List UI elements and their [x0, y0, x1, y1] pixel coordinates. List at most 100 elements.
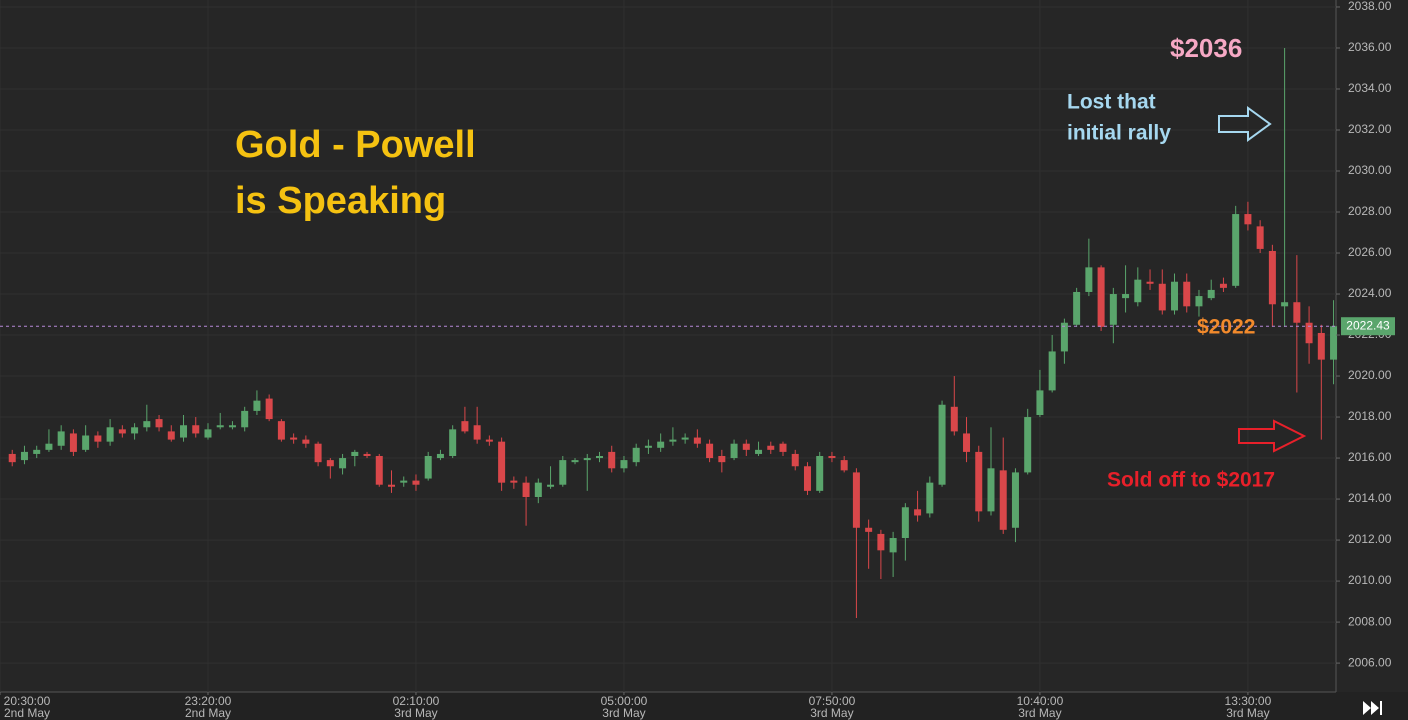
candle-body [82, 435, 90, 450]
candle-body [938, 404, 946, 485]
candle-body [485, 439, 493, 442]
candle-body [510, 480, 518, 483]
candle-body [8, 453, 16, 463]
candle-body [840, 460, 848, 471]
x-tick-date: 3rd May [394, 706, 437, 720]
annotation: Gold - Powell [235, 124, 476, 166]
candle-body [1281, 302, 1289, 307]
candle-body [1109, 294, 1117, 325]
candle-body [326, 460, 334, 467]
candle-body [216, 425, 224, 428]
candle-body [363, 453, 371, 457]
candle-body [865, 527, 873, 532]
candle-body [461, 421, 469, 432]
candle-body [987, 468, 995, 512]
candle-body [1122, 294, 1130, 299]
candle-body [167, 431, 175, 440]
candle-body [950, 406, 958, 432]
arrow [1238, 419, 1307, 453]
candle-body [975, 451, 983, 512]
x-tick-label: 02:10:00 [393, 694, 440, 708]
candle-body [914, 509, 922, 516]
y-tick-label: 2012.00 [1348, 532, 1392, 546]
annotations: Gold - Powell is Speaking $2036 Lost that in… [0, 33, 1336, 492]
candle-body [412, 480, 420, 485]
candle-body [742, 443, 750, 450]
candle-body [632, 447, 640, 463]
x-tick-date: 3rd May [602, 706, 645, 720]
annotation: $2036 [1170, 33, 1242, 63]
candle-body [204, 429, 212, 438]
y-tick-label: 2014.00 [1348, 491, 1392, 505]
candle-body [926, 482, 934, 514]
candle-body [779, 443, 787, 452]
candle-body [277, 421, 285, 440]
candle-body [669, 439, 677, 442]
candle-body [1305, 322, 1313, 344]
candle-body [33, 449, 41, 454]
x-tick-label: 07:50:00 [809, 694, 856, 708]
candle-body [498, 441, 506, 483]
candle-body [94, 435, 102, 442]
candle-body [180, 425, 188, 438]
candle-body [1073, 291, 1081, 325]
candle-body [1036, 390, 1044, 415]
candle-body [803, 466, 811, 491]
y-tick-label: 2030.00 [1348, 163, 1392, 177]
candle-body [755, 449, 763, 454]
candle-body [1244, 214, 1252, 225]
candle-body [1060, 322, 1068, 352]
last-price-box [1341, 317, 1395, 336]
annotation: $2022 [1197, 316, 1255, 339]
candle-body [681, 437, 689, 440]
y-tick-label: 2028.00 [1348, 204, 1392, 218]
candle-body [1097, 267, 1105, 327]
y-tick-label: 2018.00 [1348, 409, 1392, 423]
candle-body [706, 443, 714, 459]
y-tick-label: 2006.00 [1348, 655, 1392, 669]
x-tick-date: 3rd May [1226, 706, 1269, 720]
candle-body [693, 437, 701, 444]
candle-body [1293, 302, 1301, 323]
candle-body [1171, 281, 1179, 311]
candle-body [1158, 283, 1166, 311]
candle-body [339, 458, 347, 469]
candle-body [400, 480, 408, 483]
candle-body [730, 443, 738, 459]
annotation: initial rally [1067, 122, 1171, 145]
candle-body [1219, 283, 1227, 288]
candle-body [1268, 250, 1276, 305]
candle-body [1207, 289, 1215, 299]
candle-body [1183, 281, 1191, 307]
candle-body [718, 456, 726, 463]
candle-body [816, 456, 824, 491]
candle-body [877, 533, 885, 551]
candle-body [620, 460, 628, 469]
candle-body [901, 507, 909, 539]
annotation: Sold off to $2017 [1107, 469, 1275, 492]
x-tick-label: 10:40:00 [1017, 694, 1064, 708]
candle-body [559, 460, 567, 485]
candle-body [241, 410, 249, 428]
candle-body [131, 427, 139, 434]
candle-body [644, 445, 652, 448]
candle-body [155, 419, 163, 428]
candle-body [69, 433, 77, 452]
y-tick-label: 2016.00 [1348, 450, 1392, 464]
x-tick-date: 3rd May [810, 706, 853, 720]
candle-body [473, 425, 481, 440]
x-tick-date: 2nd May [4, 706, 50, 720]
candle-body [314, 443, 322, 463]
candle-body [302, 439, 310, 444]
candle-body [143, 421, 151, 428]
candle-body [1232, 214, 1240, 286]
candle-body [1195, 296, 1203, 307]
candle-body [192, 425, 200, 434]
candle-body [45, 443, 53, 450]
candle-body [791, 453, 799, 467]
y-tick-label: 2038.00 [1348, 0, 1392, 13]
scroll-to-end-button[interactable] [1363, 701, 1382, 715]
